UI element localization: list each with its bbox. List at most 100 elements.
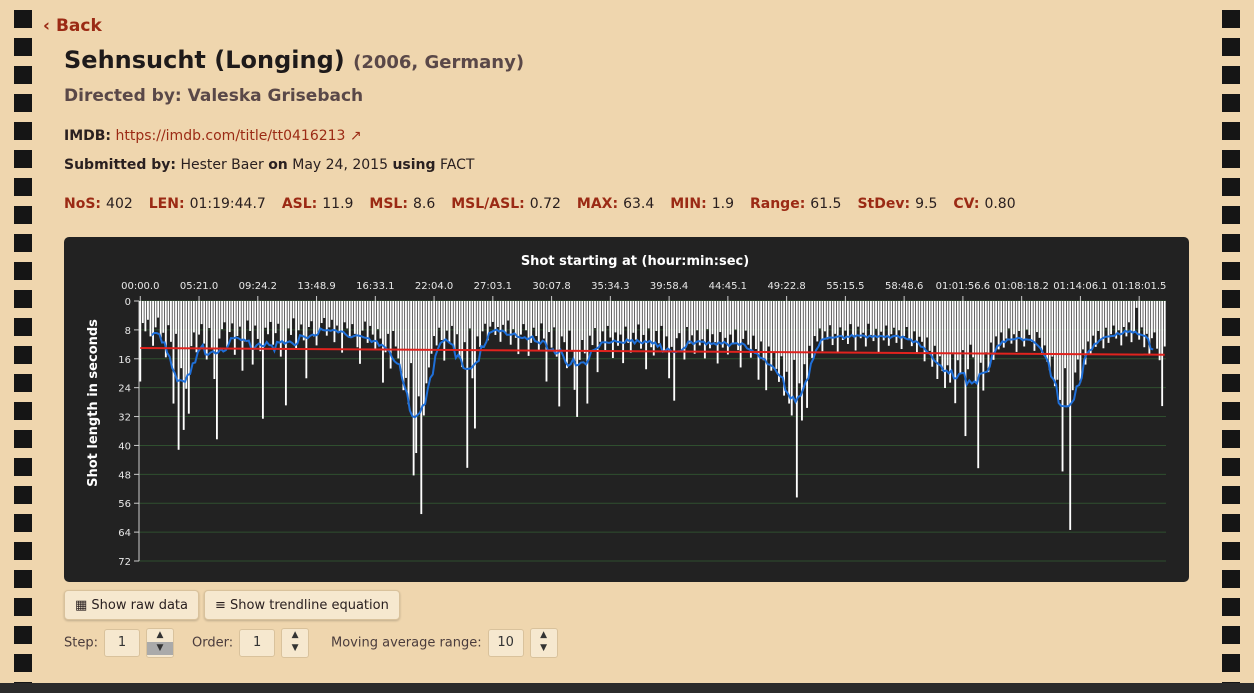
spinner[interactable]: ▲ ▼ [529, 628, 558, 658]
bar [507, 301, 510, 321]
bar [435, 301, 438, 346]
bar [210, 301, 213, 350]
bar [1002, 301, 1005, 348]
bar [315, 301, 318, 346]
bar [734, 301, 737, 330]
bar [254, 301, 257, 326]
bar [1038, 301, 1041, 338]
bar [949, 301, 952, 383]
bar [581, 301, 584, 340]
bar [933, 301, 936, 346]
bar [1156, 301, 1158, 349]
bar [1140, 301, 1143, 328]
bar [530, 301, 533, 343]
bar [808, 301, 811, 346]
bar [333, 301, 336, 343]
bar [461, 301, 464, 368]
bar [724, 301, 727, 338]
stat-label: Range: [749, 196, 806, 212]
trendline-button[interactable]: ≡ Show trendline equation [204, 590, 400, 620]
bar [1151, 301, 1153, 339]
bar [320, 301, 323, 324]
stat-value: 0.80 [984, 196, 1016, 212]
bar [1013, 301, 1015, 335]
ma-input[interactable]: 10 [487, 629, 524, 657]
bar [1110, 301, 1113, 335]
bar [767, 301, 770, 347]
bar [678, 301, 681, 334]
bar [164, 301, 167, 358]
bar [627, 301, 630, 343]
bar [338, 301, 341, 333]
bar [1074, 301, 1077, 373]
y-tick-label: 24 [118, 384, 131, 395]
bar [1079, 301, 1082, 383]
control-label: Step: [64, 635, 98, 651]
bar [956, 301, 959, 361]
bar [895, 301, 898, 343]
bar [977, 301, 980, 469]
bar [798, 301, 801, 384]
bar [675, 301, 678, 339]
bar [964, 301, 967, 437]
button-text[interactable]: Show raw data [91, 598, 188, 613]
bar [609, 301, 612, 338]
bar [1061, 301, 1064, 472]
bar [576, 301, 579, 417]
bar [468, 301, 471, 329]
bar [882, 301, 885, 341]
order-control: Order: 1 ▲ ▼ [192, 628, 310, 658]
bar [867, 301, 870, 324]
y-axis-label: Shot length in seconds [86, 319, 101, 487]
bar [926, 301, 929, 338]
bar [1023, 301, 1026, 347]
bar [261, 301, 264, 419]
bar [550, 301, 553, 348]
bar [1120, 301, 1123, 346]
bar [969, 301, 972, 345]
imdb-link[interactable]: https://imdb.com/title/tt0416213 [115, 128, 346, 144]
bar [739, 301, 742, 368]
bar [410, 301, 413, 364]
bar [433, 301, 435, 337]
bar [862, 301, 865, 333]
bar [938, 301, 941, 357]
raw-data-button[interactable]: ▦ Show raw data [64, 590, 199, 620]
bar [596, 301, 599, 373]
spinner[interactable]: ▲ ▼ [281, 628, 310, 658]
bar [586, 301, 589, 404]
bar [749, 301, 752, 358]
stat-label: LEN: [148, 196, 185, 212]
order-input[interactable]: 1 [239, 629, 276, 657]
bar [440, 301, 443, 340]
bar [297, 301, 300, 331]
bar [443, 301, 446, 361]
bar [821, 301, 824, 352]
bar [494, 301, 497, 335]
bar [300, 301, 303, 325]
stat-label: CV: [953, 196, 980, 212]
bar [456, 301, 458, 335]
bar [279, 301, 282, 357]
x-tick-label: 35:34.3 [591, 281, 629, 292]
bar [752, 301, 755, 336]
bar [703, 301, 706, 359]
spinner[interactable]: ▲ ▼ [145, 628, 174, 658]
y-tick-label: 32 [118, 413, 131, 424]
back-link[interactable]: ‹ Back [43, 16, 102, 36]
bar [361, 301, 364, 331]
bar [1122, 301, 1125, 327]
bar [560, 301, 563, 337]
bar [1051, 301, 1054, 357]
bar [318, 301, 321, 332]
back-text[interactable]: Back [55, 16, 102, 36]
bar [811, 301, 814, 359]
step-input[interactable]: 1 [103, 629, 140, 657]
bar [274, 301, 277, 334]
bar [1069, 301, 1072, 530]
bar [325, 301, 328, 336]
bar [972, 301, 975, 358]
director: Directed by: Valeska Grisebach [64, 86, 364, 106]
button-text[interactable]: Show trendline equation [230, 598, 389, 613]
bar [1053, 301, 1056, 387]
